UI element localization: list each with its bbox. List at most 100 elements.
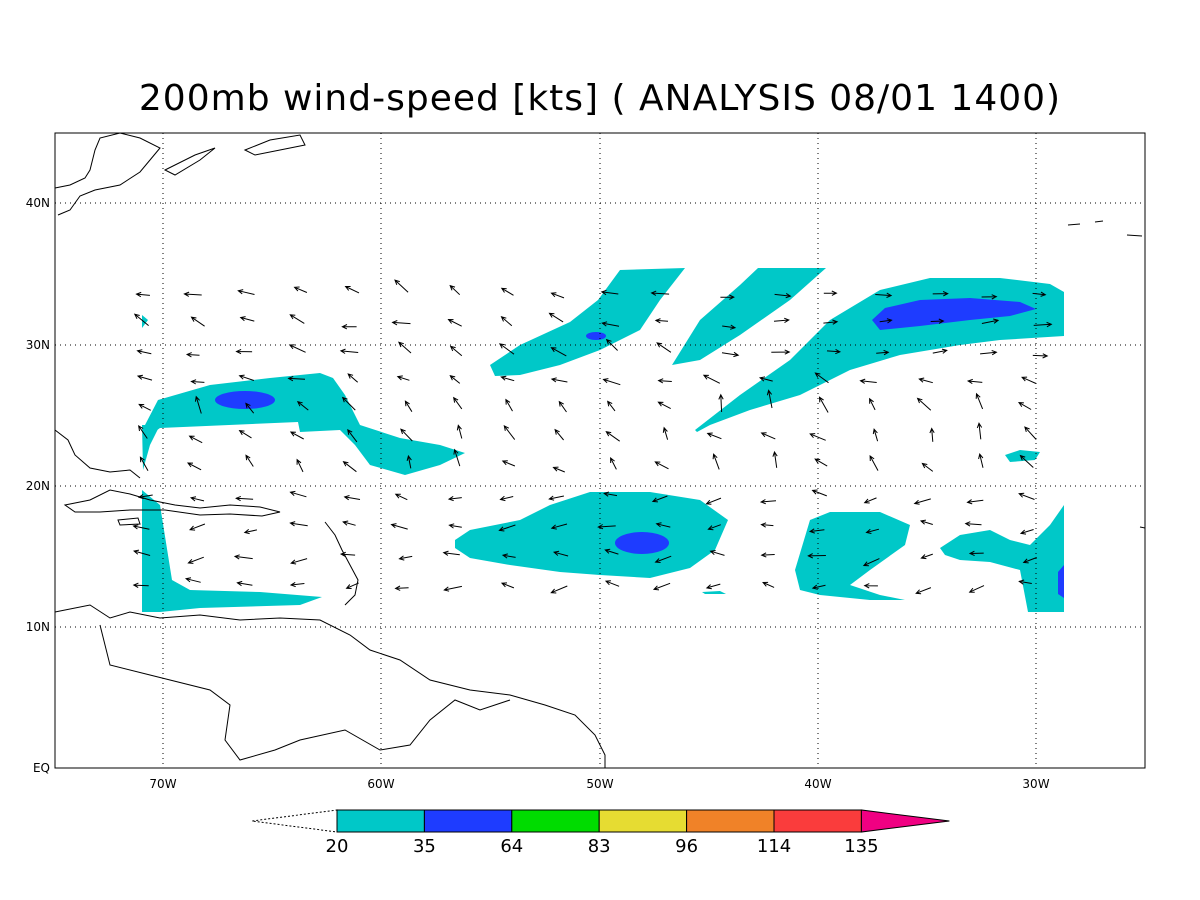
wind-arrow (558, 400, 567, 413)
wind-arrow (133, 313, 149, 326)
wind-region-east-1 (795, 512, 910, 600)
wind-arrow (341, 396, 356, 411)
wind-arrow (293, 286, 308, 293)
wind-arrow (398, 341, 412, 354)
wind-max-north (586, 332, 606, 340)
wind-arrow (1021, 376, 1037, 384)
wind-arrow (968, 550, 984, 557)
wind-arrow (289, 490, 307, 498)
wind-arrow (918, 377, 933, 384)
wind-arrow (500, 287, 514, 296)
wind-arrow (705, 497, 722, 505)
wind-arrow (811, 584, 826, 590)
wind-arrow (760, 522, 774, 528)
wind-arrow (652, 582, 671, 591)
lon-label-70w: 70W (149, 777, 176, 791)
wind-arrow (811, 489, 827, 497)
wind-arrow (456, 424, 463, 439)
wind-max-northeast (872, 298, 1036, 330)
wind-arrow (449, 345, 463, 357)
wind-arrow (809, 433, 826, 441)
latitude-labels: 40N 30N 20N 10N EQ (26, 196, 50, 775)
wind-arrow (554, 428, 564, 441)
wind-arrow (345, 582, 359, 589)
colorbar: 20 35 64 83 96 114 135 (251, 809, 950, 857)
wind-arrow (1018, 402, 1032, 410)
wind-arrow (396, 375, 410, 381)
wind-arrow (1019, 454, 1034, 468)
wind-arrow (235, 495, 254, 502)
wind-arrow (655, 522, 671, 528)
wind-arrow (916, 397, 932, 411)
wind-arrow (913, 498, 931, 505)
wind-region-west-blob (142, 315, 148, 328)
wind-arrow (1018, 579, 1032, 585)
wind-arrow (758, 376, 773, 382)
wind-arrow (862, 558, 880, 567)
wind-arrow (865, 528, 880, 534)
wind-arrow (550, 292, 565, 299)
wind-arrow (339, 551, 356, 557)
wind-arrow (712, 453, 720, 470)
colorbar-label: 96 (675, 836, 698, 857)
colorbar-box (773, 809, 862, 833)
wind-arrow (296, 458, 304, 473)
coast-jamaica (117, 517, 141, 526)
wind-arrow (657, 401, 671, 410)
wind-arrow (863, 497, 877, 504)
coast-south-america-interior (99, 624, 511, 761)
wind-arrow (654, 555, 672, 563)
wind-arrow (1024, 426, 1037, 440)
lat-label-20n: 20N (26, 479, 50, 493)
lat-label-40n: 40N (26, 196, 50, 210)
wind-arrow (807, 553, 826, 559)
wind-arrow (766, 389, 773, 409)
colorbar-label: 114 (757, 836, 791, 857)
wind-arrow (289, 431, 304, 440)
wind-arrow (501, 460, 516, 467)
wind-arrow (239, 316, 255, 322)
wind-arrow (447, 495, 462, 502)
wind-arrow (183, 291, 202, 297)
wind-arrow (186, 462, 202, 471)
wind-arrow (1018, 492, 1035, 500)
wind-arrow (184, 577, 201, 583)
wind-arrow (132, 524, 150, 530)
coast-lesser-antilles (324, 521, 359, 606)
wind-arrow (391, 320, 411, 326)
wind-arrow (774, 292, 792, 299)
wind-arrow (968, 585, 985, 593)
wind-arrow (341, 324, 357, 330)
coast-cuba-hispaniola (63, 489, 281, 517)
wind-arrow (289, 521, 308, 527)
wind-arrow (394, 493, 408, 501)
wind-arrow (721, 351, 740, 358)
colorbar-boxes (336, 809, 950, 833)
wind-arrow (657, 378, 672, 384)
wind-arrow (498, 343, 515, 355)
wind-arrow (505, 398, 513, 412)
wind-arrow (394, 279, 409, 293)
colorbar-label: 135 (844, 836, 878, 857)
wind-arrow (287, 375, 306, 382)
wind-arrow (869, 397, 876, 411)
wind-arrow (875, 292, 893, 298)
wind-arrow (194, 395, 202, 414)
colorbar-box (336, 809, 425, 833)
wind-arrow (706, 432, 722, 440)
lat-label-10n: 10N (26, 620, 50, 634)
coast-azores (1067, 220, 1143, 237)
wind-arrow (605, 431, 620, 442)
wind-arrow (453, 396, 463, 410)
wind-max-caribbean (215, 391, 275, 409)
coast-africa-tip (1139, 526, 1146, 529)
lon-label-60w: 60W (367, 777, 394, 791)
wind-arrow (869, 454, 879, 471)
wind-arrow (548, 495, 565, 501)
wind-arrow (390, 523, 408, 530)
wind-arrow (707, 524, 721, 531)
wind-arrow (296, 400, 309, 411)
wind-arrow (978, 452, 984, 468)
wind-arrow (236, 580, 253, 587)
wind-arrow (189, 496, 205, 502)
